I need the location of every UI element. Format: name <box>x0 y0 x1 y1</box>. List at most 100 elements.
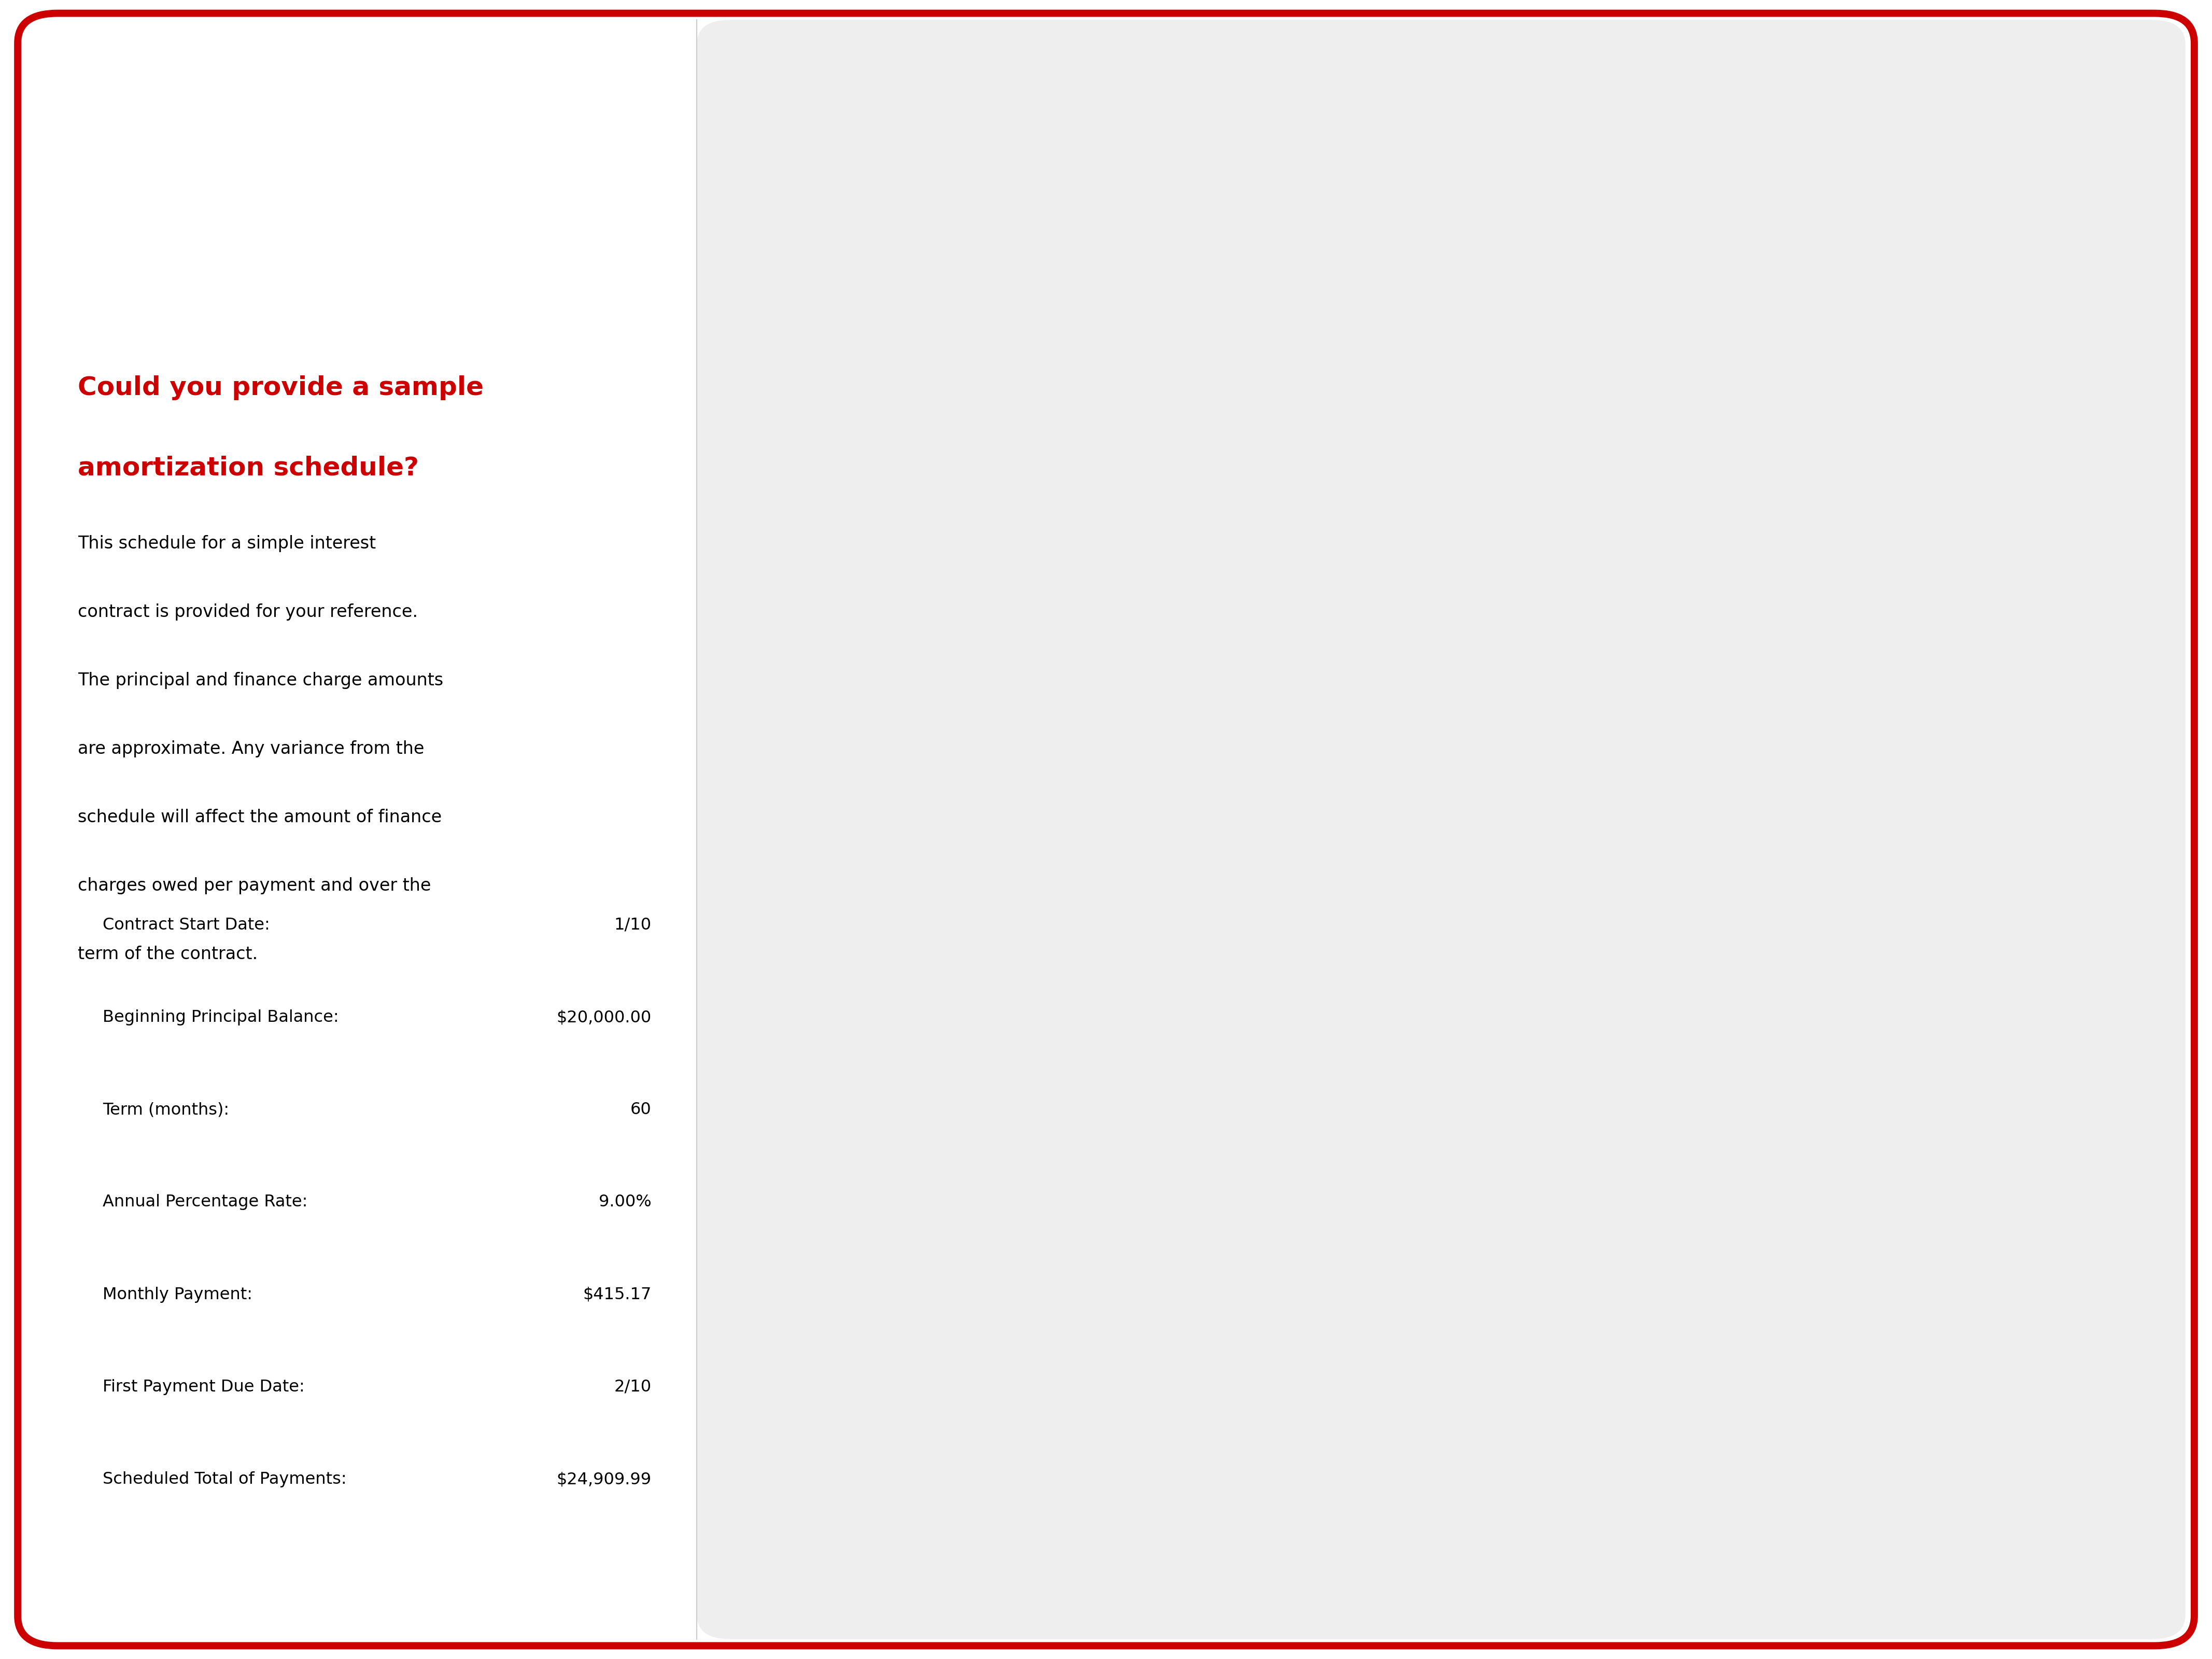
Text: 7/10: 7/10 <box>874 639 907 654</box>
Text: 106.96: 106.96 <box>1577 732 1628 747</box>
Text: 59: 59 <box>779 1586 796 1601</box>
Text: 44.86: 44.86 <box>1586 1286 1628 1301</box>
Text: 84.95: 84.95 <box>1586 939 1628 954</box>
Text: 41: 41 <box>779 1170 796 1185</box>
Text: 12/10: 12/10 <box>973 1309 1015 1324</box>
Bar <box>730 1050 2159 1073</box>
Text: 274.74: 274.74 <box>1714 385 1765 400</box>
Text: 24.54: 24.54 <box>1586 1447 1628 1462</box>
Text: Amount: Amount <box>1203 166 1272 181</box>
Bar <box>730 312 2159 335</box>
Text: 2,029.25: 2,029.25 <box>1907 1493 1971 1508</box>
Text: 28: 28 <box>1102 269 1121 284</box>
Text: are approximate. Any variance from the: are approximate. Any variance from the <box>77 740 425 758</box>
Text: 3: 3 <box>783 292 792 307</box>
Text: 374.49: 374.49 <box>1714 1309 1765 1324</box>
Text: 54.19: 54.19 <box>1586 1193 1628 1208</box>
Bar <box>730 1143 2159 1166</box>
Text: 5,498.43: 5,498.43 <box>1425 1309 1489 1324</box>
Text: 53.24: 53.24 <box>1586 1216 1628 1231</box>
Text: 50: 50 <box>779 1379 796 1392</box>
Text: 399.66: 399.66 <box>1714 1516 1765 1531</box>
Text: 15,506.42: 15,506.42 <box>1416 615 1489 630</box>
Text: 6/10: 6/10 <box>874 338 907 353</box>
Text: 11/10: 11/10 <box>869 1009 911 1024</box>
Text: 287.65: 287.65 <box>1714 524 1765 538</box>
Text: 369.03: 369.03 <box>1714 1262 1765 1277</box>
Text: 277.22: 277.22 <box>1714 362 1765 377</box>
Text: 10/10: 10/10 <box>973 1540 1015 1554</box>
Text: 20,000.00: 20,000.00 <box>1416 247 1489 260</box>
Bar <box>730 1097 2159 1120</box>
Text: 31: 31 <box>1102 939 1121 954</box>
Text: 30: 30 <box>1102 708 1121 723</box>
Text: 3/10: 3/10 <box>978 1102 1011 1115</box>
Text: 8/10: 8/10 <box>978 1493 1011 1508</box>
Text: 39.17: 39.17 <box>1586 1332 1628 1347</box>
Text: 36.29: 36.29 <box>1586 1355 1628 1369</box>
Text: 13,684.80: 13,684.80 <box>1416 755 1489 770</box>
Text: 111.65: 111.65 <box>1577 685 1628 700</box>
Text: 30: 30 <box>1102 755 1121 770</box>
Text: 31: 31 <box>1102 732 1121 747</box>
Text: 38: 38 <box>779 1102 796 1115</box>
Text: $415.17: $415.17 <box>1208 1470 1267 1485</box>
Text: 2/10: 2/10 <box>874 247 907 260</box>
Text: 7,325.37: 7,325.37 <box>1425 1193 1489 1208</box>
Text: 10/10: 10/10 <box>869 1540 911 1554</box>
Text: 64.12: 64.12 <box>1586 1123 1628 1138</box>
Text: 351.05: 351.05 <box>1714 1123 1765 1138</box>
Text: 19,458.81: 19,458.81 <box>1416 292 1489 307</box>
Text: 30: 30 <box>1102 315 1121 330</box>
Bar <box>730 773 2159 796</box>
Text: 112.51: 112.51 <box>1577 639 1628 654</box>
Text: 273.20: 273.20 <box>1714 315 1765 330</box>
Text: 123.04: 123.04 <box>1577 569 1628 584</box>
Bar <box>730 1558 2159 1581</box>
Text: 12: 12 <box>779 501 796 514</box>
Text: 10,450.73: 10,450.73 <box>1416 985 1489 1000</box>
Text: 4/10: 4/10 <box>978 1402 1011 1415</box>
Text: 32: 32 <box>779 962 796 977</box>
Text: $415.17: $415.17 <box>1208 501 1267 514</box>
Text: 10/10: 10/10 <box>869 985 911 1000</box>
Text: 69.48: 69.48 <box>1586 1078 1628 1092</box>
Text: 55: 55 <box>779 1493 796 1508</box>
Text: 3,210.80: 3,210.80 <box>1425 1447 1489 1462</box>
Text: 31: 31 <box>1102 1355 1121 1369</box>
Text: Balance: Balance <box>1418 166 1489 181</box>
Text: 14: 14 <box>779 546 796 561</box>
Text: 9/10: 9/10 <box>978 962 1011 977</box>
Text: 36: 36 <box>779 1055 796 1068</box>
Text: 6/10: 6/10 <box>874 615 907 630</box>
Text: 9,432.14: 9,432.14 <box>1425 1055 1489 1068</box>
Text: 18,096.68: 18,096.68 <box>1896 385 1971 400</box>
Text: 12,415.36: 12,415.36 <box>1896 825 1971 838</box>
Text: 31: 31 <box>1102 524 1121 538</box>
Text: 13,057.90: 13,057.90 <box>1896 778 1971 791</box>
Text: 138.33: 138.33 <box>1577 408 1628 423</box>
Text: 101.23: 101.23 <box>1577 755 1628 770</box>
Text: 30: 30 <box>1102 1540 1121 1554</box>
Text: Unpaid: Unpaid <box>1907 121 1971 136</box>
Text: 18,648.64: 18,648.64 <box>1898 338 1971 353</box>
Text: $24,909.99: $24,909.99 <box>557 1472 650 1488</box>
Text: $415.17: $415.17 <box>1208 985 1267 1000</box>
Text: 54: 54 <box>779 1470 796 1485</box>
Text: 9/10: 9/10 <box>874 962 907 977</box>
Text: 16,967.85: 16,967.85 <box>1896 478 1971 491</box>
Text: 9.38: 9.38 <box>1595 1563 1628 1578</box>
Bar <box>730 635 2159 659</box>
Text: $415.17: $415.17 <box>1208 546 1267 561</box>
Text: 342.86: 342.86 <box>1714 1032 1765 1047</box>
Text: 9/10: 9/10 <box>978 408 1011 423</box>
Text: 313.94: 313.94 <box>1714 755 1765 770</box>
Text: 4/10: 4/10 <box>978 292 1011 307</box>
Text: 5/10: 5/10 <box>874 869 907 884</box>
Text: 18.54: 18.54 <box>1586 1493 1628 1508</box>
Text: Principal: Principal <box>1688 166 1765 181</box>
Text: 262.29: 262.29 <box>1714 247 1765 260</box>
Text: 315.36: 315.36 <box>1714 801 1765 815</box>
Text: 3/10: 3/10 <box>874 1102 907 1115</box>
Text: 10/10: 10/10 <box>869 431 911 446</box>
